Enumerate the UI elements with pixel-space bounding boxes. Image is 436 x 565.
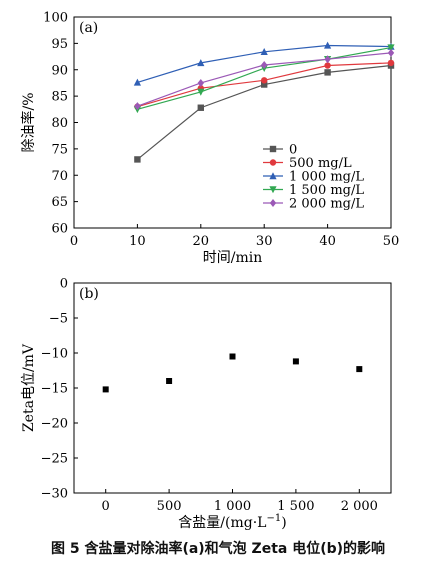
- panel-a-y-axis-label: 除油率/%: [20, 92, 37, 152]
- panel-a-y-tick-label: 75: [51, 142, 68, 157]
- panel-a-point: [260, 48, 268, 56]
- panel-b-x-axis-label-suffix: ): [281, 515, 286, 531]
- panel-a-point: [387, 48, 395, 57]
- panel-a-point: [261, 61, 268, 70]
- panel-a-y-tick-label: 70: [51, 169, 68, 184]
- panel-b-x-tick-label: 500: [157, 499, 182, 514]
- panel-b-x-axis-label-main: 含盐量/(mg·L: [178, 515, 266, 531]
- panel-a-y-tick-label: 100: [43, 11, 68, 26]
- panel-a-legend-marker: [269, 186, 277, 194]
- panel-b-x-tick-label: 2 000: [341, 499, 378, 514]
- panel-b-y-tick-label: −10: [41, 347, 68, 362]
- panel-a-legend-label: 500 mg/L: [289, 156, 352, 171]
- panel-b-x-tick-label: 0: [102, 499, 110, 514]
- panel-b-y-tick-label: −20: [41, 417, 68, 432]
- panel-a-point: [324, 41, 332, 49]
- panel-b-y-tick-label: −15: [41, 382, 68, 397]
- panel-a-y-tick-label: 80: [51, 116, 68, 131]
- panel-a-legend-label: 0: [289, 143, 297, 158]
- panel-a-y-tick-label: 85: [51, 90, 68, 105]
- panel-a-point: [197, 104, 204, 111]
- panel-a-legend-entry: 0: [263, 143, 297, 158]
- panel-a-x-tick-label: 10: [129, 234, 146, 249]
- panel-b-x-axis-label: 含盐量/(mg·L−1): [178, 513, 286, 531]
- panel-a-legend-marker: [269, 159, 277, 166]
- panel-a-point: [324, 69, 331, 76]
- panel-a-x-tick-label: 40: [319, 234, 336, 249]
- panel-b-x-axis-label-superscript: −1: [266, 513, 281, 524]
- panel-a-point: [324, 55, 331, 64]
- panel-a-label: (a): [79, 20, 98, 36]
- panel-a-x-tick-label: 30: [256, 234, 273, 249]
- panel-b-point: [356, 366, 363, 373]
- panel-a-point: [261, 81, 268, 88]
- panel-a-point: [197, 59, 205, 67]
- panel-a-series: [134, 48, 395, 111]
- panel-a-axis-ticks: 0 10 20 30 40 50 60 65 70 75 80 85 90 95 100: [43, 11, 399, 250]
- panel-b-y-tick-label: 0: [60, 277, 68, 292]
- panel-a-legend-entry: 1 500 mg/L: [263, 183, 364, 198]
- panel-a-point: [387, 44, 395, 52]
- panel-a-point: [387, 59, 395, 67]
- panel-a-legend-entry: 2 000 mg/L: [263, 197, 364, 212]
- panel-b-x-tick-label: 1 500: [277, 499, 314, 514]
- figure-caption: 图 5 含盐量对除油率(a)和气泡 Zeta 电位(b)的影响: [50, 541, 386, 557]
- panel-a-x-tick-label: 50: [383, 234, 400, 249]
- panel-b-zeta-potential-chart: (b) 0 500 1 000 1 500 2 000 0 −5 −10 −15 −20 −25 −3…: [21, 277, 392, 531]
- panel-b-axis-ticks: 0 500 1 000 1 500 2 000 0 −5 −10 −15 −20 −25 −30: [41, 277, 378, 515]
- panel-a-y-tick-label: 95: [51, 37, 68, 52]
- panel-b-y-tick-label: −5: [49, 312, 68, 327]
- panel-b-x-tick-label: 1 000: [214, 499, 251, 514]
- panel-a-point: [134, 156, 141, 163]
- panel-b-y-axis-label: Zeta电位/mV: [21, 343, 37, 432]
- panel-a-legend-label: 1 000 mg/L: [289, 170, 364, 185]
- panel-a-point: [261, 77, 268, 84]
- panel-a-x-tick-label: 0: [70, 234, 78, 249]
- panel-a-legend-label: 2 000 mg/L: [289, 197, 364, 212]
- panel-a-point: [133, 78, 141, 86]
- panel-a-x-axis-label: 时间/min: [203, 250, 263, 266]
- panel-b-y-tick-label: −25: [41, 452, 68, 467]
- panel-b-point: [166, 378, 173, 384]
- panel-a-point: [197, 88, 205, 96]
- panel-a-legend-marker: [269, 145, 277, 153]
- panel-a-legend-label: 1 500 mg/L: [289, 183, 364, 198]
- panel-a-legend-marker: [269, 172, 277, 180]
- panel-a-y-tick-label: 60: [51, 222, 68, 237]
- panel-b-label: (b): [79, 286, 99, 302]
- panel-b-y-tick-label: −30: [41, 487, 68, 502]
- panel-a-x-tick-label: 20: [193, 234, 210, 249]
- panel-b-point: [292, 358, 299, 365]
- panel-b-point: [229, 353, 236, 360]
- panel-b-plot-frame: [73, 282, 392, 494]
- panel-a-legend-entry: 500 mg/L: [263, 156, 352, 171]
- panel-a-y-tick-label: 90: [51, 63, 68, 78]
- panel-a-legend-entry: 1 000 mg/L: [263, 170, 364, 185]
- panel-b-data-points: [102, 353, 363, 393]
- panel-a-y-tick-label: 65: [51, 195, 68, 210]
- panel-a-point: [197, 78, 204, 87]
- panel-a-point: [324, 62, 331, 69]
- panel-a-series-group: [133, 41, 395, 163]
- panel-a-legend-marker: [269, 199, 277, 207]
- panel-a-point: [134, 102, 141, 111]
- panel-b-point: [102, 386, 109, 393]
